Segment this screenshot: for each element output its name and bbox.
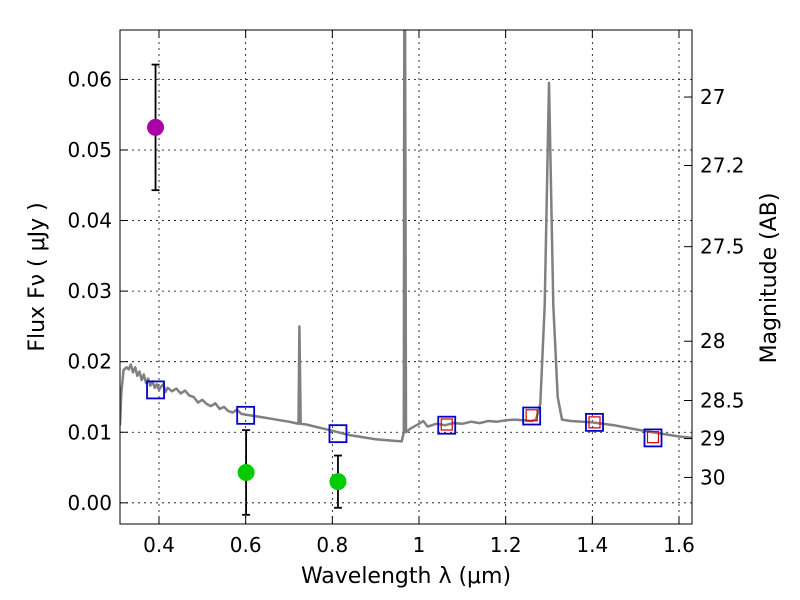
y-tick-label: 0.00 [67, 491, 112, 515]
photometry-point [237, 463, 255, 481]
y2-tick-label: 30 [700, 465, 725, 489]
x-tick-label: 1.4 [576, 533, 608, 557]
model-photometry-square [643, 428, 663, 448]
grid-lines [120, 30, 692, 524]
x-axis-label: Wavelength λ (μm) [301, 564, 511, 589]
model-photometry-square [437, 415, 457, 435]
model-photometry-square [328, 424, 348, 444]
series-layer [120, 30, 692, 443]
photometry-point [147, 118, 165, 136]
model-photometry-square [585, 412, 604, 432]
y-tick-label: 0.02 [67, 350, 112, 374]
y2-tick-label: 28 [700, 329, 725, 353]
x-tick-label: 0.6 [230, 533, 262, 557]
x-tick-label: 1 [413, 533, 426, 557]
x-tick-label: 1.6 [663, 533, 695, 557]
y2-tick-label: 28.5 [700, 389, 745, 413]
y2-tick-label: 27.5 [700, 235, 745, 259]
observed-photometry-square [588, 416, 601, 429]
y2-axis-label: Magnitude (AB) [757, 193, 782, 364]
y-tick-label: 0.01 [67, 420, 112, 444]
x-tick-label: 0.8 [316, 533, 348, 557]
observed-photometry-square [440, 418, 453, 431]
y2-tick-label: 29 [700, 427, 725, 451]
y-tick-label: 0.04 [67, 209, 112, 233]
tick-layer: 0.4 0.6 0.8 1 1.2 1.4 1.6 0.00 0.01 0.02 0.03 0.04 0… [67, 30, 745, 557]
model-photometry-square [522, 406, 542, 426]
x-tick-label: 1.2 [490, 533, 522, 557]
x-tick-label: 0.4 [143, 533, 175, 557]
y-tick-label: 0.06 [67, 67, 112, 91]
observed-photometry-square [646, 431, 660, 444]
model-photometry-square [146, 380, 165, 400]
marker-layer [146, 63, 663, 516]
model-photometry-square [236, 405, 256, 425]
y-axis-label: Flux Fν ( μJy ) [25, 202, 50, 351]
y-tick-label: 0.05 [67, 138, 112, 162]
sed-line [120, 30, 692, 443]
y2-tick-label: 27.2 [700, 153, 745, 177]
plot-frame [119, 29, 693, 525]
y2-tick-label: 27 [700, 85, 725, 109]
observed-photometry-square [525, 409, 538, 422]
y-tick-label: 0.03 [67, 279, 112, 303]
photometry-point [329, 473, 347, 491]
